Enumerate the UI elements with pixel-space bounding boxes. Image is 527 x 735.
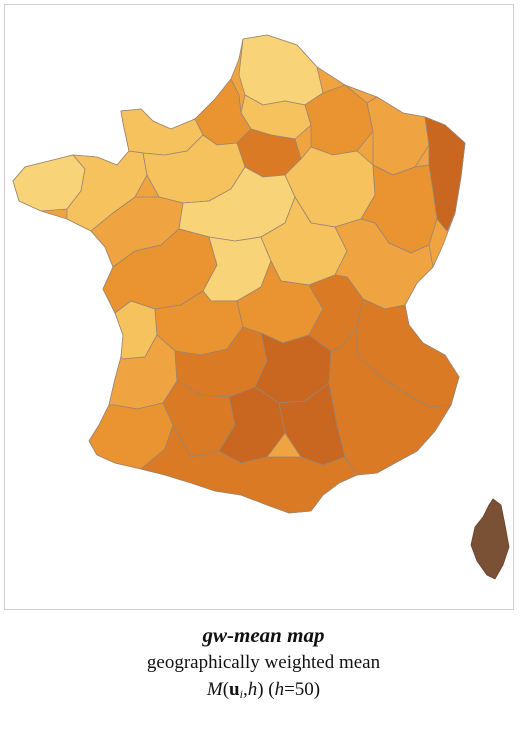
- region-pyrenees: [140, 424, 358, 514]
- formula-param: h: [247, 679, 258, 700]
- region-corsica: [470, 498, 510, 580]
- formula-sep: ,: [242, 679, 248, 700]
- formula-sub: i: [239, 687, 243, 701]
- region-lorraine: [366, 96, 430, 176]
- formula-eq: =50): [284, 679, 321, 700]
- formula-vec: u: [229, 679, 240, 700]
- france-choropleth-map: [12, 34, 510, 580]
- formula-open: (: [222, 679, 230, 700]
- map-caption: gw-mean map geographically weighted mean…: [0, 622, 527, 708]
- formula-close: ): [257, 679, 264, 700]
- map-frame: [4, 4, 514, 610]
- formula-param2: h: [274, 679, 285, 700]
- map-title: gw-mean map: [202, 623, 325, 647]
- formula-func: M: [206, 679, 223, 700]
- map-formula: M(ui,h) (h=50): [0, 676, 527, 708]
- map-subtitle: geographically weighted mean: [146, 652, 381, 673]
- region-champagne: [304, 84, 374, 156]
- region-north: [238, 34, 324, 106]
- formula-note-open: (: [263, 679, 275, 700]
